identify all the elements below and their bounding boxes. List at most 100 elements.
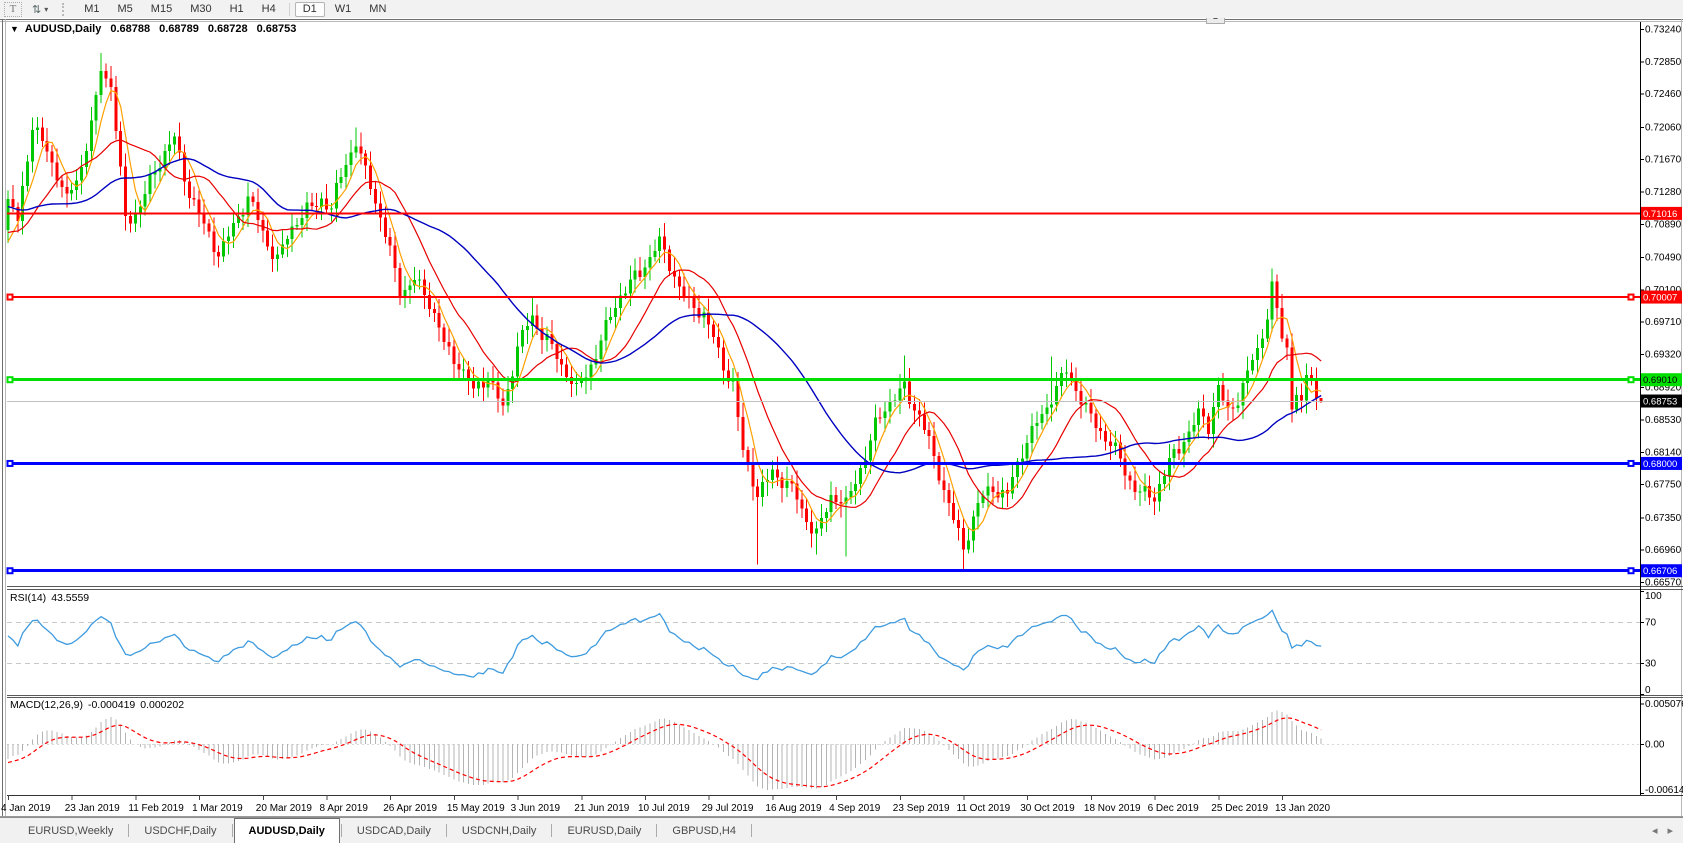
ma-line-13	[7, 139, 1322, 510]
candle-body	[158, 167, 162, 172]
candle-body	[1128, 475, 1132, 481]
text-tool-button[interactable]: T	[4, 1, 22, 17]
axis-label: 0.68140	[1645, 447, 1682, 458]
hline-0.69010[interactable]	[6, 376, 1641, 384]
chart-tab-usdcnh-daily[interactable]: USDCNH,Daily	[461, 824, 537, 837]
tab-divider	[656, 824, 658, 837]
timeframe-button-w1[interactable]: W1	[327, 2, 360, 17]
candle-body	[643, 267, 647, 277]
axis-label: 0.72060	[1645, 122, 1682, 133]
candle-body	[1221, 385, 1225, 401]
candle-body	[349, 152, 353, 165]
candle-body	[315, 206, 319, 208]
rsi-pane[interactable]: 100 70 30 0	[7, 591, 1662, 696]
axis-label: 0.69710	[1645, 317, 1682, 328]
chart-title: ▼ AUDUSD,Daily 0.68788 0.68789 0.68728 0.6875…	[10, 23, 296, 35]
timeframe-button-m30[interactable]: M30	[182, 2, 219, 17]
candle-body	[427, 295, 431, 310]
candle-body	[1309, 375, 1313, 382]
axis-label: 8 Apr 2019	[320, 803, 369, 814]
candle-body	[236, 216, 240, 224]
candle-body	[1192, 424, 1196, 432]
hline-0.70007[interactable]	[6, 293, 1641, 301]
timeframe-button-mn[interactable]: MN	[361, 2, 394, 17]
chart-tab-eurusd-weekly[interactable]: EURUSD,Weekly	[28, 824, 114, 837]
tab-scroll-right-icon[interactable]: ▸	[1667, 825, 1673, 837]
arrows-tool-button[interactable]: ⇅ ▾	[24, 2, 56, 17]
candle-body	[545, 333, 549, 341]
candle-body	[1113, 442, 1117, 446]
axis-label: 0.70007	[1643, 293, 1677, 304]
hline-0.68000[interactable]	[6, 459, 1641, 467]
quote-open: 0.68788	[110, 23, 151, 35]
candle-body	[354, 146, 358, 153]
candle-body	[1089, 403, 1093, 414]
candle-body	[261, 219, 265, 231]
candle-body	[1030, 425, 1034, 443]
hline-0.66706[interactable]	[6, 567, 1641, 575]
candle-body	[1280, 308, 1284, 339]
candle-body	[1177, 449, 1181, 454]
candle-body	[530, 315, 534, 327]
timeframe-button-m1[interactable]: M1	[76, 2, 107, 17]
candle-body	[217, 251, 221, 257]
axis-label: 6 Dec 2019	[1148, 803, 1200, 814]
chart-collapse-caret-icon[interactable]: ▼	[10, 24, 19, 34]
axis-label: 0.71016	[1643, 209, 1677, 220]
timeframe-button-h1[interactable]: H1	[222, 2, 252, 17]
candle-body	[1202, 408, 1206, 417]
axis-label: 18 Nov 2019	[1084, 803, 1141, 814]
candle-body	[824, 511, 828, 519]
candle-body	[197, 199, 201, 214]
chart-tab-bar: EURUSD,Weekly USDCHF,Daily AUDUSD,Daily USD…	[0, 817, 1683, 843]
candle-body	[276, 254, 279, 260]
rsi-line	[7, 609, 1322, 681]
macd-histogram	[7, 710, 1322, 790]
candle-body	[903, 381, 907, 389]
candle-body	[898, 388, 902, 401]
axis-label: 0.67750	[1645, 480, 1682, 491]
candle-body	[65, 186, 69, 194]
candle-body	[1305, 375, 1308, 401]
chart-tab-audusd-daily[interactable]: AUDUSD,Daily	[233, 818, 340, 843]
candle-body	[815, 528, 818, 534]
timeframe-button-m5[interactable]: M5	[110, 2, 141, 17]
timeframe-button-m15[interactable]: M15	[143, 2, 180, 17]
candle-body	[393, 245, 397, 269]
candle-body	[521, 329, 524, 347]
candle-body	[1011, 477, 1014, 494]
candle-body	[168, 144, 172, 152]
candle-body	[535, 315, 539, 330]
axis-label: 11 Feb 2019	[128, 803, 184, 814]
toolbar-grip[interactable]	[62, 2, 68, 16]
chart-tab-eurusd-daily[interactable]: EURUSD,Daily	[567, 824, 642, 837]
candle-body	[457, 364, 461, 370]
candle-body	[119, 131, 123, 167]
candle-body	[834, 495, 838, 503]
candle-body	[609, 317, 613, 321]
candle-body	[785, 480, 789, 489]
candle-body	[80, 167, 83, 181]
macd-main-value: -0.000419	[87, 699, 136, 711]
candle-body	[1025, 442, 1029, 459]
candle-body	[11, 198, 15, 208]
axis-label: 26 Apr 2019	[383, 803, 437, 814]
chart-tab-gbpusd-h4[interactable]: GBPUSD,H4	[672, 824, 736, 837]
candle-body	[633, 270, 637, 280]
candle-body	[481, 381, 485, 388]
chart-tab-usdcad-daily[interactable]: USDCAD,Daily	[356, 824, 431, 837]
timeframe-button-h4[interactable]: H4	[254, 2, 284, 17]
candle-body	[467, 369, 471, 381]
ma-5	[7, 89, 1322, 532]
candle-body	[295, 225, 299, 227]
tab-scroll-left-icon[interactable]: ◂	[1651, 825, 1658, 837]
chart-tab-usdchf-daily[interactable]: USDCHF,Daily	[144, 824, 217, 837]
price-badge	[1641, 564, 1682, 578]
candle-body	[932, 435, 936, 456]
macd-pane[interactable]: 0.005076 0.00 -0.006148	[7, 699, 1683, 796]
candle-body	[751, 461, 755, 487]
macd-name: MACD(12,26,9)	[10, 699, 83, 711]
candle-body	[1265, 319, 1269, 339]
timeframe-button-d1[interactable]: D1	[294, 1, 325, 17]
